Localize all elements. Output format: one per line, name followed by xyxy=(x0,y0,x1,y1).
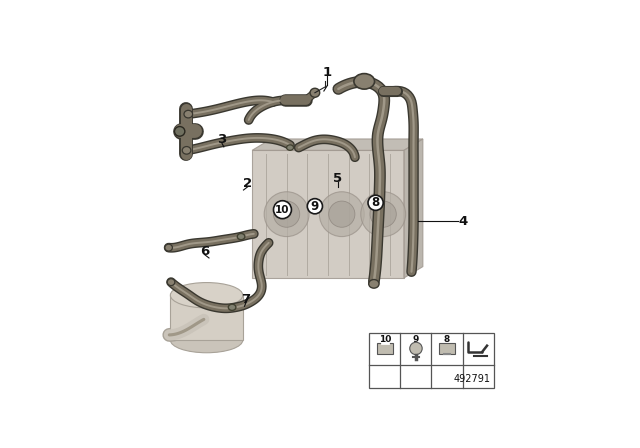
Bar xyxy=(369,333,493,388)
Circle shape xyxy=(264,192,309,237)
Ellipse shape xyxy=(369,280,379,288)
Circle shape xyxy=(329,201,355,227)
Ellipse shape xyxy=(184,110,193,118)
Circle shape xyxy=(410,342,422,355)
Text: 492791: 492791 xyxy=(454,374,491,384)
Text: 10: 10 xyxy=(379,335,391,344)
Bar xyxy=(170,295,243,340)
Text: 1: 1 xyxy=(323,66,332,79)
Text: 7: 7 xyxy=(241,293,250,306)
Ellipse shape xyxy=(182,146,191,154)
Circle shape xyxy=(370,201,396,227)
Circle shape xyxy=(361,192,406,237)
Text: 6: 6 xyxy=(200,245,209,258)
Circle shape xyxy=(319,192,364,237)
Polygon shape xyxy=(252,151,404,278)
Circle shape xyxy=(368,195,383,211)
Circle shape xyxy=(307,198,323,214)
Text: 3: 3 xyxy=(217,133,227,146)
FancyBboxPatch shape xyxy=(377,343,393,354)
Ellipse shape xyxy=(167,279,175,285)
Ellipse shape xyxy=(165,244,172,251)
Ellipse shape xyxy=(228,304,236,310)
Ellipse shape xyxy=(170,327,243,353)
Text: 10: 10 xyxy=(275,205,290,215)
Ellipse shape xyxy=(287,145,294,151)
Circle shape xyxy=(273,201,300,227)
Text: 8: 8 xyxy=(444,335,450,344)
FancyBboxPatch shape xyxy=(439,343,455,354)
Ellipse shape xyxy=(170,283,243,308)
Text: 2: 2 xyxy=(243,177,253,190)
Ellipse shape xyxy=(237,233,245,240)
Text: 5: 5 xyxy=(333,172,342,185)
Polygon shape xyxy=(404,139,423,278)
Text: 8: 8 xyxy=(371,196,380,209)
Ellipse shape xyxy=(175,126,185,136)
Polygon shape xyxy=(252,139,423,151)
Ellipse shape xyxy=(310,88,320,97)
Ellipse shape xyxy=(354,73,374,89)
Text: 9: 9 xyxy=(413,335,419,344)
Circle shape xyxy=(273,201,291,219)
Text: 4: 4 xyxy=(459,215,468,228)
Text: 9: 9 xyxy=(311,200,319,213)
